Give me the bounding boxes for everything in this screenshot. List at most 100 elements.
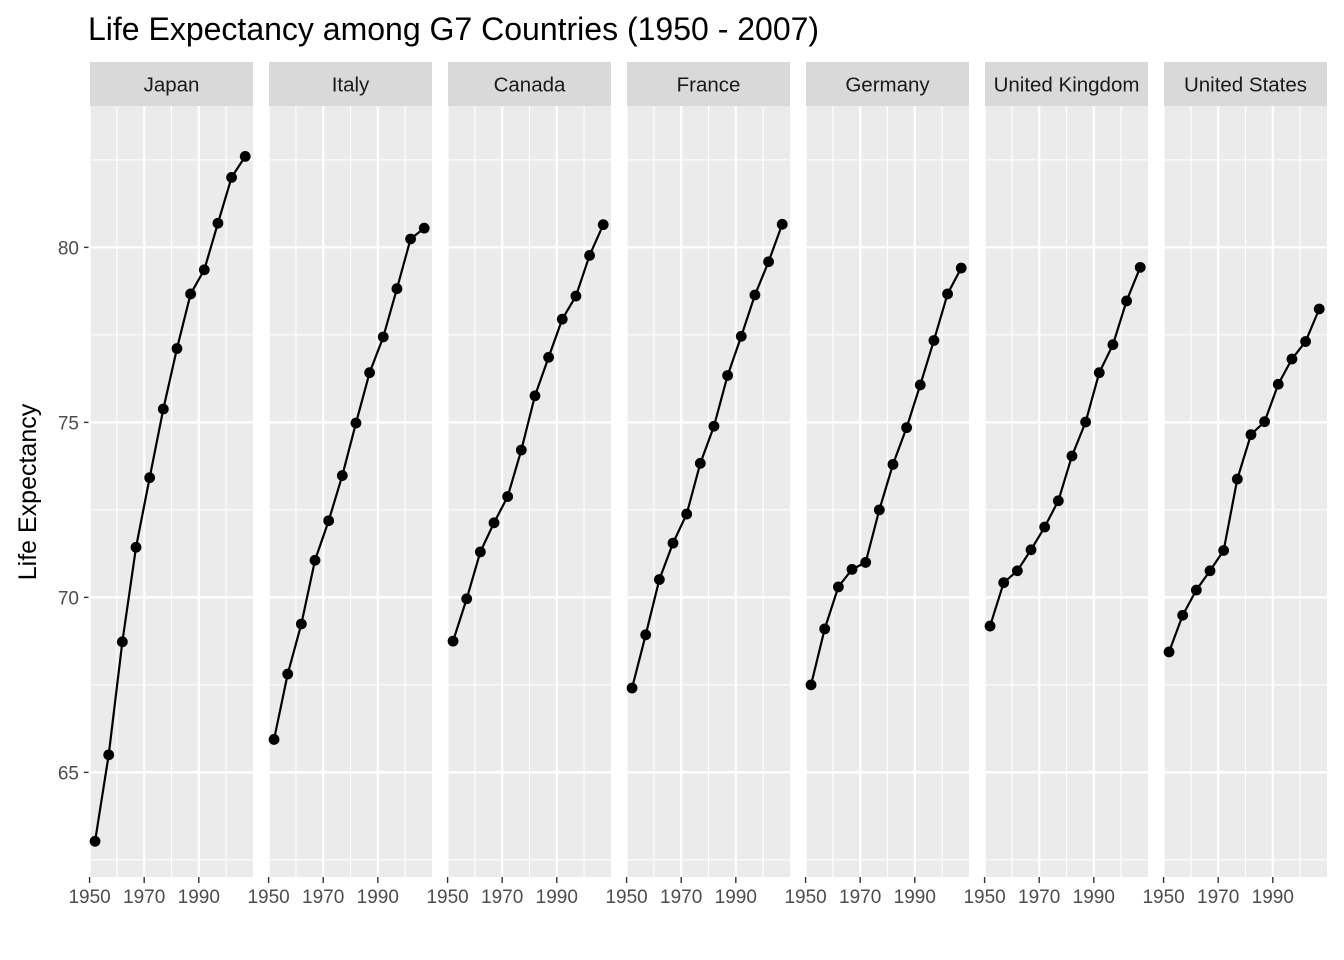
data-point: [1204, 565, 1216, 577]
x-tick-label: 1970: [1197, 887, 1239, 908]
data-point: [391, 283, 403, 295]
strip-background: [627, 62, 790, 106]
data-point: [1231, 473, 1243, 485]
x-tick-label: 1970: [302, 887, 344, 908]
series-line: [93, 155, 247, 842]
x-tick-label: 1990: [178, 887, 220, 908]
data-point: [171, 343, 183, 354]
data-point: [1134, 261, 1146, 273]
data-point: [198, 264, 210, 276]
x-tick-label: 1990: [1252, 887, 1294, 908]
x-tick-label: 1950: [247, 887, 289, 908]
data-point: [130, 541, 142, 553]
panel-france: France 1950 1970 1990: [605, 62, 790, 908]
data-point: [309, 554, 321, 566]
panel-japan: Japan 1950 1970 1990: [68, 62, 253, 908]
x-tick-label: 1990: [894, 887, 936, 908]
data-point: [1039, 521, 1051, 533]
strip-label: Germany: [845, 74, 930, 97]
data-point: [1080, 416, 1092, 428]
strip-label: France: [677, 74, 741, 97]
data-point: [763, 256, 774, 268]
series-line: [809, 267, 963, 686]
strip-background: [985, 62, 1148, 106]
data-point: [749, 289, 761, 301]
y-tick-label: 70: [58, 588, 79, 609]
y-tick-label: 75: [58, 413, 79, 434]
data-point: [1025, 544, 1037, 556]
data-point: [103, 749, 115, 761]
y-axis-label: Life Expectancy: [14, 403, 42, 580]
data-point: [157, 403, 169, 415]
data-point: [667, 537, 679, 549]
data-point: [1093, 367, 1105, 379]
strip-background: [448, 62, 611, 106]
data-point: [681, 508, 693, 520]
x-tick-label: 1970: [1018, 887, 1060, 908]
data-point: [597, 219, 609, 231]
data-point: [942, 288, 953, 300]
x-tick-label: 1990: [715, 887, 757, 908]
x-tick-label: 1970: [481, 887, 523, 908]
strip-label: Canada: [494, 74, 566, 97]
data-point: [515, 444, 527, 456]
data-point: [1286, 353, 1298, 365]
x-tick-label: 1970: [123, 887, 165, 908]
data-point: [89, 835, 101, 847]
strip-background: [806, 62, 969, 106]
data-point: [418, 222, 430, 234]
data-point: [474, 546, 486, 558]
data-point: [955, 262, 967, 274]
data-point: [626, 682, 638, 694]
x-tick-label: 1950: [784, 887, 826, 908]
x-tick-label: 1990: [1073, 887, 1115, 908]
data-point: [116, 636, 128, 648]
data-point: [212, 217, 224, 229]
data-point: [846, 563, 858, 575]
data-point: [502, 491, 514, 502]
strip-label: Japan: [144, 74, 200, 97]
data-point: [529, 390, 541, 402]
strip-label: Italy: [332, 74, 370, 97]
data-point: [860, 556, 872, 568]
data-point: [1121, 295, 1132, 307]
y-axis: 65 70 75 80: [58, 238, 90, 784]
y-tick-label: 65: [58, 763, 79, 784]
data-point: [1218, 545, 1230, 556]
data-point: [268, 734, 280, 745]
data-point: [722, 370, 734, 381]
data-point: [914, 379, 926, 391]
data-point: [887, 458, 899, 470]
data-point: [1245, 429, 1257, 441]
data-point: [805, 679, 817, 691]
data-point: [998, 577, 1010, 589]
series-line: [272, 227, 425, 740]
strip-background: [90, 62, 253, 106]
data-point: [239, 151, 251, 162]
data-point: [1052, 495, 1064, 507]
y-tick-label: 80: [58, 238, 79, 259]
data-point: [1300, 336, 1311, 347]
data-point: [708, 420, 720, 432]
data-point: [295, 618, 307, 630]
data-point: [1259, 416, 1271, 428]
data-point: [336, 470, 348, 481]
panel-canada: Canada 1950 1970 1990: [426, 62, 611, 908]
facet-panels: 65 70 75 80 Japan 1950 1970 1990 Italy 1950 1970 19…: [58, 62, 1327, 908]
data-point: [488, 517, 500, 529]
chart-title: Life Expectancy among G7 Countries (1950…: [88, 11, 819, 47]
data-point: [461, 593, 473, 605]
data-point: [364, 367, 376, 379]
strip-background: [1164, 62, 1327, 106]
data-point: [543, 351, 555, 363]
data-point: [144, 472, 156, 484]
data-point: [1313, 303, 1325, 315]
data-point: [735, 330, 747, 342]
data-point: [873, 504, 885, 516]
data-point: [226, 172, 237, 183]
x-tick-label: 1950: [68, 887, 110, 908]
data-point: [556, 313, 568, 325]
data-point: [584, 250, 595, 261]
x-tick-label: 1970: [839, 887, 881, 908]
